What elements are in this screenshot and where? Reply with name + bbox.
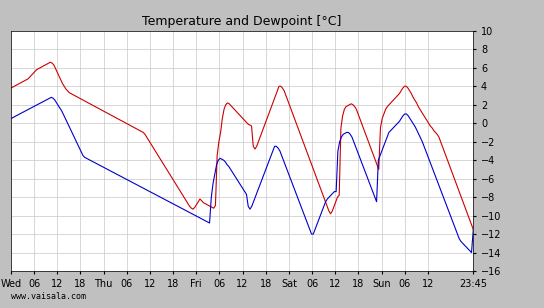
Text: www.vaisala.com: www.vaisala.com [11, 292, 86, 301]
Title: Temperature and Dewpoint [°C]: Temperature and Dewpoint [°C] [143, 15, 342, 28]
